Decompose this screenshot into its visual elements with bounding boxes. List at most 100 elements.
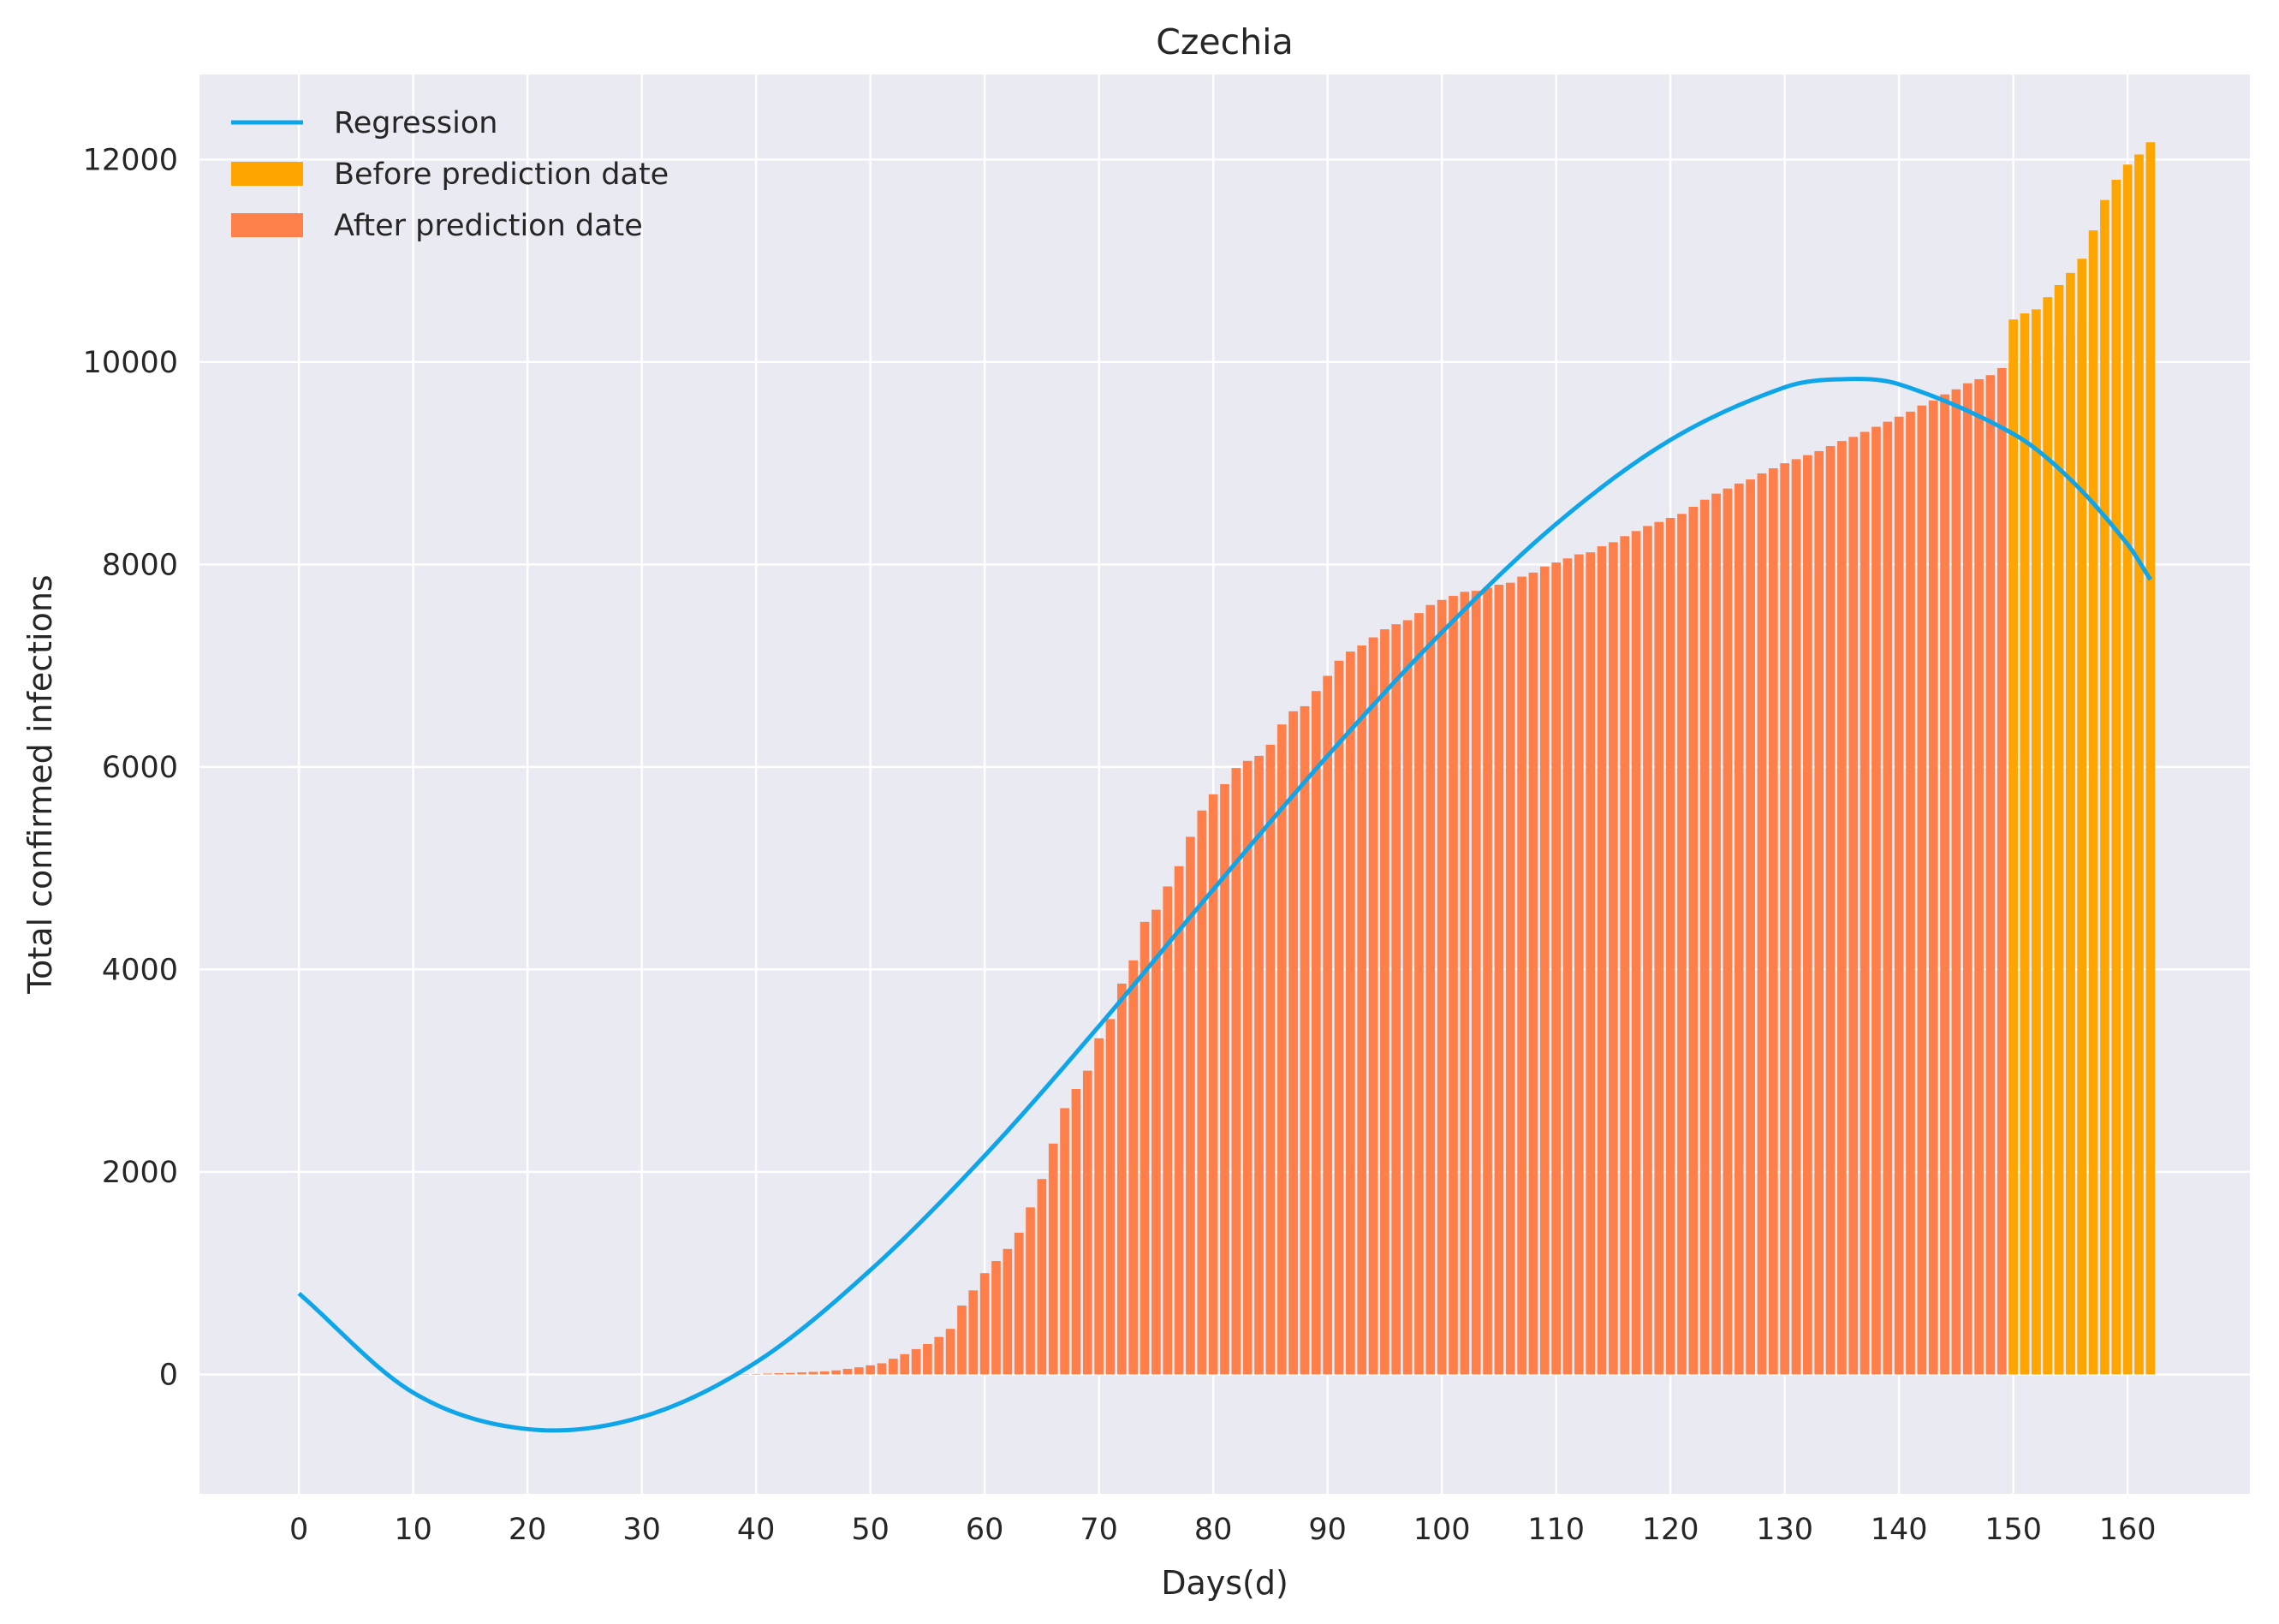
bar (877, 1363, 887, 1375)
bar (1048, 1143, 1058, 1375)
bar (1597, 546, 1607, 1375)
legend-label-before-prediction: Before prediction date (334, 158, 669, 192)
bar (1631, 531, 1641, 1375)
bar (1837, 441, 1847, 1375)
x-tick-label: 70 (1080, 1513, 1118, 1547)
bar (1620, 536, 1630, 1375)
y-tick-label: 8000 (102, 548, 178, 582)
bar (1425, 604, 1436, 1375)
bar (763, 1373, 772, 1375)
bar (774, 1373, 784, 1375)
bar (1334, 660, 1344, 1375)
bar (1996, 367, 2007, 1375)
bar (1859, 431, 1870, 1375)
x-tick-label: 40 (737, 1513, 776, 1547)
bar (1026, 1207, 1035, 1375)
bar (1082, 1070, 1092, 1375)
bar (2145, 142, 2156, 1375)
bar (1791, 459, 1801, 1375)
bar (866, 1365, 875, 1375)
bar (1276, 724, 1287, 1375)
x-tick-label: 90 (1308, 1513, 1347, 1547)
x-tick-label: 80 (1194, 1513, 1233, 1547)
bar (842, 1368, 853, 1375)
bar (2054, 284, 2064, 1375)
bar (819, 1371, 830, 1375)
y-tick-label: 10000 (83, 346, 178, 380)
bar (740, 1374, 750, 1375)
bar (1437, 599, 1447, 1375)
bar (1402, 620, 1413, 1375)
bar (1323, 675, 1332, 1375)
bar (1917, 405, 1927, 1375)
bar (1471, 591, 1481, 1375)
bar (1974, 378, 1984, 1375)
x-tick-label: 20 (509, 1513, 547, 1547)
bar (2111, 179, 2121, 1375)
bar (1609, 542, 1618, 1375)
x-tick-label: 120 (1642, 1513, 1699, 1547)
regression-line (297, 377, 2152, 1433)
bar (2077, 259, 2087, 1375)
bar (968, 1290, 979, 1375)
bar (1128, 960, 1139, 1375)
bar (1151, 909, 1161, 1375)
bar (2100, 199, 2109, 1375)
x-tick-label: 150 (1984, 1513, 2042, 1547)
chart-title: Czechia (1156, 21, 1293, 62)
bar (1380, 629, 1389, 1375)
bar (831, 1370, 841, 1375)
bar (1814, 450, 1824, 1375)
bar (854, 1367, 864, 1375)
bar (1574, 554, 1584, 1375)
bar (2020, 313, 2030, 1375)
bar (1757, 473, 1767, 1375)
bar (1539, 566, 1550, 1375)
x-tick-label: 160 (2099, 1513, 2157, 1547)
bar (1391, 624, 1401, 1375)
bar (1208, 794, 1218, 1375)
bar (1677, 514, 1687, 1375)
bar (1928, 400, 1938, 1375)
bar (1848, 437, 1859, 1375)
bar (1699, 499, 1710, 1375)
x-tick-label: 10 (394, 1513, 432, 1547)
bar (1985, 375, 1996, 1375)
bar (1105, 1019, 1116, 1375)
bar (1071, 1088, 1081, 1375)
bar (1242, 760, 1253, 1375)
bar (911, 1348, 921, 1375)
bar (1562, 558, 1573, 1375)
bar (1288, 711, 1298, 1375)
x-axis-ticks: 0 10 20 30 40 50 60 70 80 90 100 110 120 130 140 150 160 (289, 1513, 2157, 1547)
bar (1803, 455, 1812, 1375)
y-tick-label: 12000 (83, 143, 178, 177)
y-tick-label: 4000 (102, 953, 178, 987)
bar (1174, 866, 1184, 1375)
bar (1494, 585, 1504, 1375)
bar (1962, 383, 1973, 1375)
bar (1368, 637, 1378, 1375)
bar (1163, 886, 1173, 1375)
bar (1665, 517, 1675, 1375)
bar (1231, 768, 1241, 1375)
bar (2066, 272, 2075, 1375)
bar (1711, 493, 1721, 1375)
x-tick-label: 50 (851, 1513, 890, 1547)
bar (785, 1372, 795, 1375)
x-tick-label: 130 (1756, 1513, 1813, 1547)
bar (979, 1273, 990, 1375)
bar (991, 1261, 1001, 1375)
bar (1197, 810, 1207, 1375)
bar (923, 1343, 932, 1375)
bar (1734, 483, 1744, 1375)
bar (1186, 836, 1195, 1375)
x-tick-label: 60 (966, 1513, 1004, 1547)
x-tick-label: 30 (622, 1513, 661, 1547)
bar (2122, 164, 2133, 1375)
bar (1825, 446, 1836, 1375)
bar (1654, 521, 1664, 1375)
y-tick-label: 0 (159, 1358, 178, 1392)
bar (1746, 479, 1755, 1375)
bar (1117, 983, 1127, 1375)
